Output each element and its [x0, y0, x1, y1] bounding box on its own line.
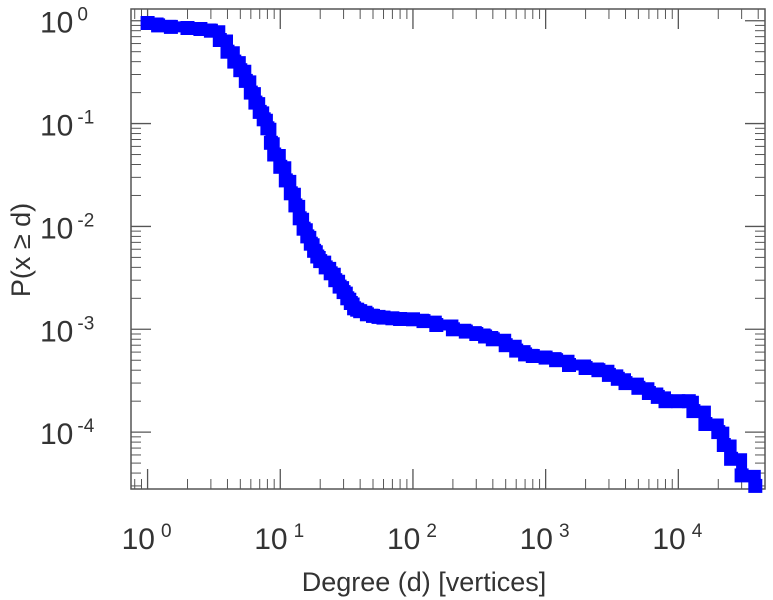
- y-tick-base: 10: [40, 212, 73, 245]
- data-point: [748, 478, 763, 493]
- y-tick-label: 10 -3: [40, 313, 94, 348]
- data-point: [734, 468, 749, 483]
- data-point: [393, 312, 408, 326]
- data-point: [445, 322, 460, 337]
- data-point: [238, 73, 253, 88]
- data-point: [562, 358, 576, 372]
- data-point: [698, 417, 713, 431]
- data-point: [658, 394, 673, 409]
- data-point: [283, 186, 298, 201]
- x-tick-exponent: 3: [559, 521, 570, 542]
- y-tick-exponent: -1: [77, 108, 94, 129]
- data-point: [485, 332, 500, 347]
- data-point: [212, 33, 227, 47]
- x-tick-base: 10: [652, 523, 685, 556]
- x-tick-exponent: 2: [426, 521, 437, 542]
- x-tick-label: 10 4: [652, 521, 702, 556]
- data-point: [416, 314, 431, 329]
- y-tick-exponent: -3: [77, 313, 94, 334]
- y-tick-base: 10: [40, 110, 73, 143]
- y-tick-label: 10 -2: [40, 210, 94, 245]
- x-tick-label: 10 2: [387, 521, 437, 556]
- data-point: [151, 18, 166, 33]
- data-point: [267, 147, 282, 162]
- data-point: [278, 173, 293, 188]
- y-tick-label: 10 -1: [40, 108, 94, 143]
- y-axis-label: P(x ≥ d): [6, 203, 36, 297]
- data-point: [549, 353, 564, 368]
- x-tick-base: 10: [122, 523, 155, 556]
- data-point: [716, 438, 731, 452]
- x-tick-base: 10: [520, 523, 553, 556]
- x-tick-base: 10: [387, 523, 420, 556]
- data-point: [525, 349, 540, 363]
- series-line: [147, 17, 761, 486]
- data-point: [163, 19, 178, 34]
- x-tick-label: 10 3: [520, 521, 570, 556]
- x-tick-label: 10 1: [254, 521, 304, 556]
- x-tick-exponent: 1: [294, 521, 305, 542]
- data-point: [429, 318, 444, 332]
- data-point: [686, 404, 701, 419]
- tick-labels: 10 0 10 1 10 2 10 3 10 410 010 -110 -210 -310 -4: [40, 5, 703, 556]
- y-tick-base: 10: [40, 418, 73, 451]
- data-point: [724, 451, 739, 466]
- data-point: [260, 121, 275, 136]
- y-tick-base: 10: [40, 315, 73, 348]
- data-point: [578, 361, 593, 375]
- x-tick-exponent: 0: [161, 521, 172, 542]
- x-tick-exponent: 4: [692, 521, 703, 542]
- data-point: [233, 63, 248, 78]
- data-point: [288, 198, 303, 213]
- plot-area-border: [130, 8, 766, 490]
- major-ticks: [131, 9, 765, 489]
- data-point: [711, 425, 726, 440]
- y-tick-exponent: 0: [77, 5, 88, 26]
- x-axis-label: Degree (d) [vertices]: [302, 567, 547, 597]
- x-tick-base: 10: [254, 523, 287, 556]
- data-point: [618, 376, 633, 391]
- data-point: [180, 21, 195, 35]
- x-tick-label: 10 0: [122, 521, 172, 556]
- series-layer: [140, 16, 763, 493]
- y-tick-label: 10 -4: [40, 416, 95, 451]
- data-point: [263, 135, 278, 150]
- y-tick-exponent: -2: [77, 210, 94, 231]
- minor-ticks: [131, 9, 765, 489]
- y-tick-base: 10: [40, 7, 73, 40]
- y-tick-exponent: -4: [77, 416, 94, 437]
- y-tick-label: 10 0: [40, 5, 88, 40]
- plot-frame: [130, 8, 766, 490]
- data-point: [273, 159, 288, 174]
